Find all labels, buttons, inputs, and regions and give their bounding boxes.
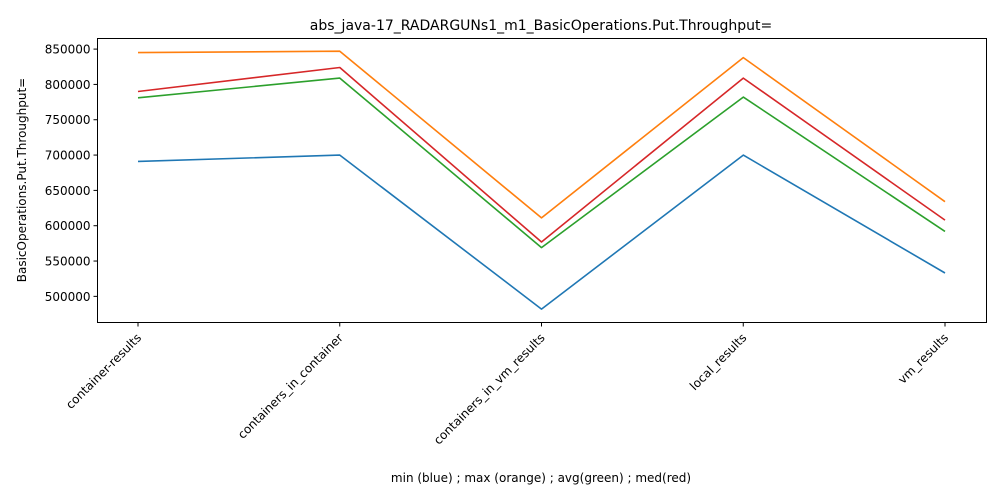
y-tick-label: 600000 <box>45 219 91 233</box>
max-series-line <box>137 50 946 219</box>
x-axis-label: min (blue) ; max (orange) ; avg(green) ;… <box>391 471 691 485</box>
y-axis-label: BasicOperations.Put.Throughput= <box>15 78 29 282</box>
y-tick-label: 700000 <box>45 149 91 163</box>
y-tick-label: 850000 <box>45 43 91 57</box>
min-series-line <box>137 154 946 310</box>
y-tick-label: 800000 <box>45 78 91 92</box>
y-axis: 500000 550000 600000 650000 700000 750000 8000… <box>45 43 98 304</box>
plot-area <box>137 50 946 310</box>
avg-series-line <box>137 77 946 249</box>
y-tick-label: 500000 <box>45 290 91 304</box>
med-series-line <box>137 66 946 243</box>
chart-title: abs_java-17_RADARGUNs1_m1_BasicOperation… <box>310 18 772 34</box>
y-tick-label: 750000 <box>45 113 91 127</box>
y-tick-label: 550000 <box>45 255 91 269</box>
y-tick-label: 650000 <box>45 184 91 198</box>
